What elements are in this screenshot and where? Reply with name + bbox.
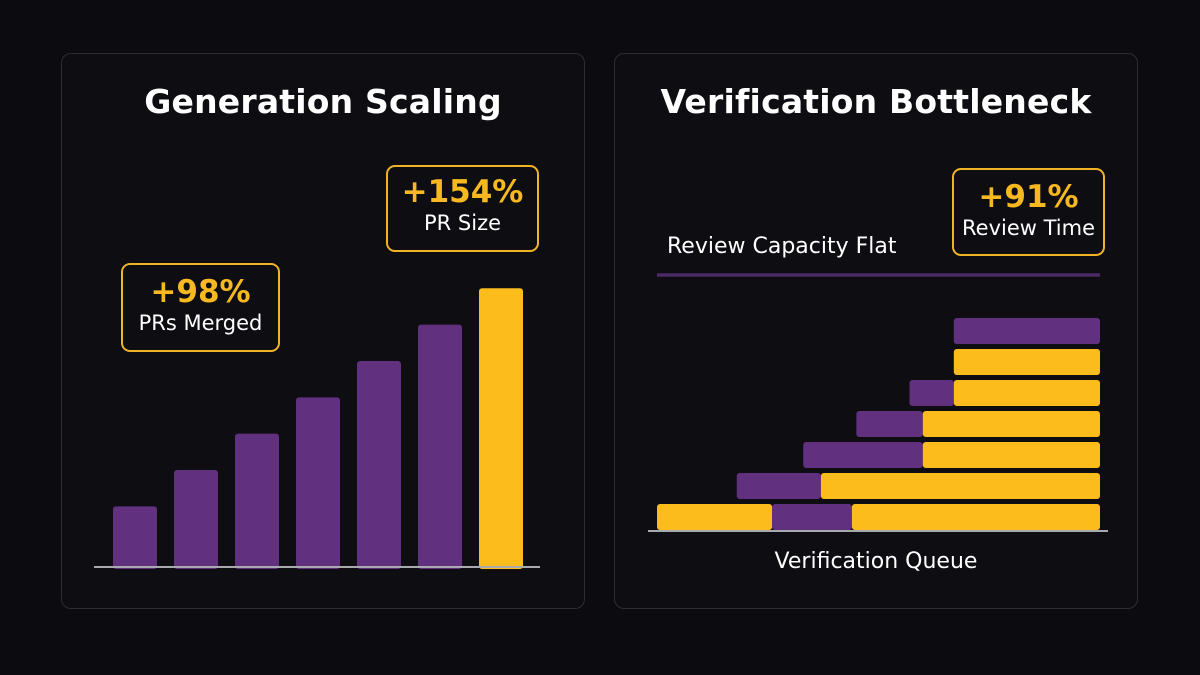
bar-7 (479, 288, 523, 569)
bar-4 (296, 397, 340, 569)
pr-size-label: PR Size (423, 210, 502, 235)
verification-queue-label: Verification Queue (774, 549, 978, 574)
bar-3 (235, 433, 279, 569)
queue-row-2-segment-1 (736, 473, 821, 499)
review-time-callout: +91% Review Time (952, 168, 1105, 256)
bar-1 (113, 506, 157, 569)
review-time-label: Review Time (962, 215, 1095, 240)
queue-row-1-segment-3 (851, 504, 1100, 530)
verification-bottleneck-title: Verification Bottleneck (660, 82, 1092, 121)
queue-row-4-segment-1 (856, 411, 923, 437)
verification-queue-chart (648, 273, 1108, 532)
generation-scaling-title: Generation Scaling (144, 82, 502, 121)
queue-row-1-segment-2 (772, 504, 852, 530)
review-capacity-label: Review Capacity Flat (667, 234, 897, 259)
queue-row-3-segment-1 (803, 442, 923, 468)
pr-size-value: +154% (401, 174, 524, 210)
queue-row-3-segment-2 (922, 442, 1100, 468)
queue-row-7-segment-1 (953, 318, 1100, 344)
generation-scaling-panel: Generation Scaling +98% PRs Merged +154%… (61, 53, 585, 609)
queue-row-1-segment-1 (657, 504, 773, 530)
bar-5 (357, 360, 401, 569)
queue-row-4-segment-2 (922, 411, 1100, 437)
queue-row-5-segment-2 (953, 380, 1100, 406)
queue-row-6-segment-1 (953, 349, 1100, 375)
prs-merged-callout: +98% PRs Merged (121, 263, 280, 352)
generation-scaling-chart (94, 288, 540, 569)
bar-2 (174, 470, 218, 569)
prs-merged-label: PRs Merged (138, 310, 263, 335)
bar-6 (418, 324, 462, 569)
review-time-value: +91% (978, 179, 1079, 215)
queue-row-5-segment-1 (909, 380, 954, 406)
pr-size-callout: +154% PR Size (386, 165, 539, 252)
prs-merged-value: +98% (150, 274, 251, 310)
queue-row-2-segment-2 (820, 473, 1100, 499)
verification-bottleneck-panel: Verification Bottleneck Review Capacity … (614, 53, 1138, 609)
